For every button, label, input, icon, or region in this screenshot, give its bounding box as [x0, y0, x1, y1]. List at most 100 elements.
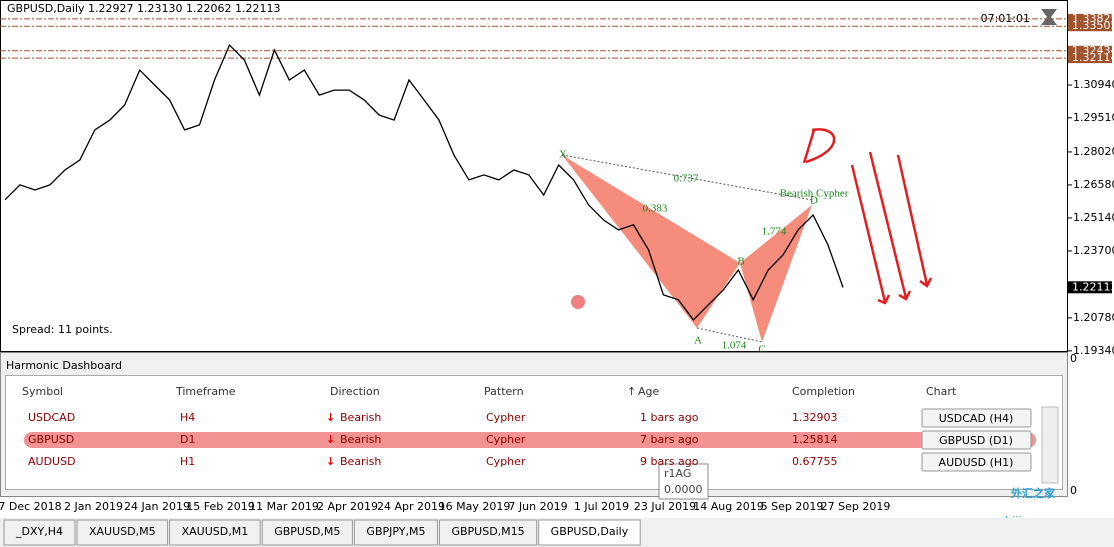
- y-tick-label: 1.28020: [1073, 145, 1114, 158]
- x-tick-label: 1 Jul 2019: [574, 500, 629, 513]
- y-tick-label: 1.25140: [1073, 211, 1114, 224]
- x-tick-label: 16 May 2019: [439, 500, 511, 513]
- tooltip: [658, 463, 709, 500]
- tab-label[interactable]: XAUUSD,M5: [89, 525, 156, 538]
- x-tick-label: 5 Sep 2019: [761, 500, 824, 513]
- cell: 9 bars ago: [640, 455, 699, 468]
- symbol-info: GBPUSD,Daily 1.22927 1.23130 1.22062 1.2…: [7, 2, 280, 15]
- y-tick-label: 1.23700: [1073, 244, 1114, 257]
- cell: Cypher: [486, 455, 526, 468]
- current-price-label: 1.22113: [1072, 280, 1114, 293]
- scrollbar[interactable]: [1041, 406, 1059, 484]
- y-tick-label: 1.19340: [1073, 344, 1114, 357]
- chart-button-label[interactable]: USDCAD (H4): [939, 412, 1014, 425]
- direction-arrow: ↓: [326, 411, 335, 424]
- pattern-point: X: [559, 149, 567, 161]
- y-tick-label: 1.30940: [1073, 78, 1114, 91]
- x-tick-label: 7 Dec 2018: [0, 500, 62, 513]
- tab-label[interactable]: GBPUSD,M15: [451, 525, 524, 538]
- tab[interactable]: [169, 519, 261, 546]
- pattern-name: Bearish Cypher: [780, 188, 849, 200]
- cell: H1: [180, 455, 195, 468]
- pattern-ratio: 0.737: [674, 173, 699, 185]
- cell: AUDUSD: [28, 455, 76, 468]
- tab-label[interactable]: _DXY,H4: [15, 525, 63, 538]
- marker-dot: [571, 295, 585, 309]
- sort-icon: ↑: [627, 385, 636, 398]
- chart-frame: [0, 0, 1068, 352]
- row-highlight: [24, 432, 1036, 448]
- level-label-box: [1068, 13, 1112, 24]
- cell: 7 bars ago: [640, 433, 699, 446]
- tab[interactable]: [538, 519, 641, 546]
- pattern-xab: [562, 155, 740, 328]
- column-header: Chart: [926, 385, 957, 398]
- cell: Cypher: [486, 411, 526, 424]
- watermark-text: 外汇之家: [1010, 486, 1056, 500]
- subwindow-axis-label: 0: [1070, 484, 1077, 497]
- pattern-ratio: 1.074: [722, 340, 747, 352]
- spread-text: Spread: 11 points.: [12, 323, 113, 336]
- x-tick-label: 2 Apr 2019: [317, 500, 378, 513]
- cell: 1.32903: [792, 411, 838, 424]
- x-tick-label: 24 Jan 2019: [124, 500, 190, 513]
- pattern-ratio: 0.383: [643, 203, 668, 215]
- tab-label[interactable]: GBPUSD,Daily: [551, 525, 629, 538]
- tab-label[interactable]: GBPJPY,M5: [366, 525, 425, 538]
- x-tick-label: 11 Mar 2019: [249, 500, 319, 513]
- x-tick-label: 24 Apr 2019: [377, 500, 445, 513]
- tab-label[interactable]: GBPUSD,M5: [274, 525, 340, 538]
- x-tick-label: 2 Jan 2019: [64, 500, 123, 513]
- x-tick-label: 15 Feb 2019: [186, 500, 254, 513]
- tab[interactable]: [3, 519, 76, 546]
- tab[interactable]: [261, 519, 353, 546]
- cell: 1 bars ago: [640, 411, 699, 424]
- pattern-point: D: [810, 195, 818, 207]
- tab[interactable]: [76, 519, 169, 546]
- column-header: Pattern: [484, 385, 524, 398]
- current-price-box: [1068, 281, 1112, 294]
- x-tick-label: 27 Sep 2019: [821, 500, 891, 513]
- cell: D1: [180, 433, 195, 446]
- pattern-point: B: [737, 256, 744, 268]
- column-header: Symbol: [22, 385, 63, 398]
- subwindow-axis-label: 0: [1070, 352, 1077, 365]
- level-label: 1.32114: [1072, 51, 1114, 64]
- cell: H4: [180, 411, 195, 424]
- chart-button-label[interactable]: AUDUSD (H1): [939, 456, 1014, 469]
- column-header: Age: [638, 385, 660, 398]
- cell: Bearish: [340, 411, 381, 424]
- tab[interactable]: [353, 519, 438, 546]
- level-label: 1.33505: [1072, 19, 1114, 32]
- chart-button-label[interactable]: GBPUSD (D1): [939, 434, 1013, 447]
- y-tick-label: 1.20780: [1073, 311, 1114, 324]
- chart-button[interactable]: [921, 408, 1032, 428]
- tab[interactable]: [438, 519, 538, 546]
- tab-label[interactable]: XAUUSD,M1: [182, 525, 249, 538]
- chart-button[interactable]: [921, 452, 1032, 472]
- column-header: Timeframe: [175, 385, 236, 398]
- cell: GBPUSD: [28, 433, 74, 446]
- pattern-ratio: 1.774: [762, 226, 787, 238]
- pattern-bcd: [740, 205, 812, 342]
- level-label-box: [1068, 53, 1112, 64]
- level-label-box: [1068, 45, 1112, 56]
- cell: USDCAD: [28, 411, 75, 424]
- column-header: Completion: [792, 385, 855, 398]
- tooltip-name: r1AG: [664, 467, 691, 480]
- x-tick-label: 7 Jun 2019: [508, 500, 567, 513]
- x-tick-label: 23 Jul 2019: [634, 500, 696, 513]
- y-tick-label: 1.29510: [1073, 111, 1114, 124]
- price-line: [4, 43, 844, 321]
- ratio-line: [696, 327, 763, 343]
- cell: Bearish: [340, 455, 381, 468]
- y-tick-label: 1.26580: [1073, 178, 1114, 191]
- tooltip-value: 0.0000: [664, 483, 703, 496]
- cell: 0.67755: [792, 455, 838, 468]
- pattern-point: A: [694, 335, 702, 347]
- chart-button[interactable]: [921, 430, 1032, 450]
- x-tick-label: 14 Aug 2019: [693, 500, 763, 513]
- cell: 1.25814: [792, 433, 838, 446]
- pattern-point: C: [758, 344, 765, 356]
